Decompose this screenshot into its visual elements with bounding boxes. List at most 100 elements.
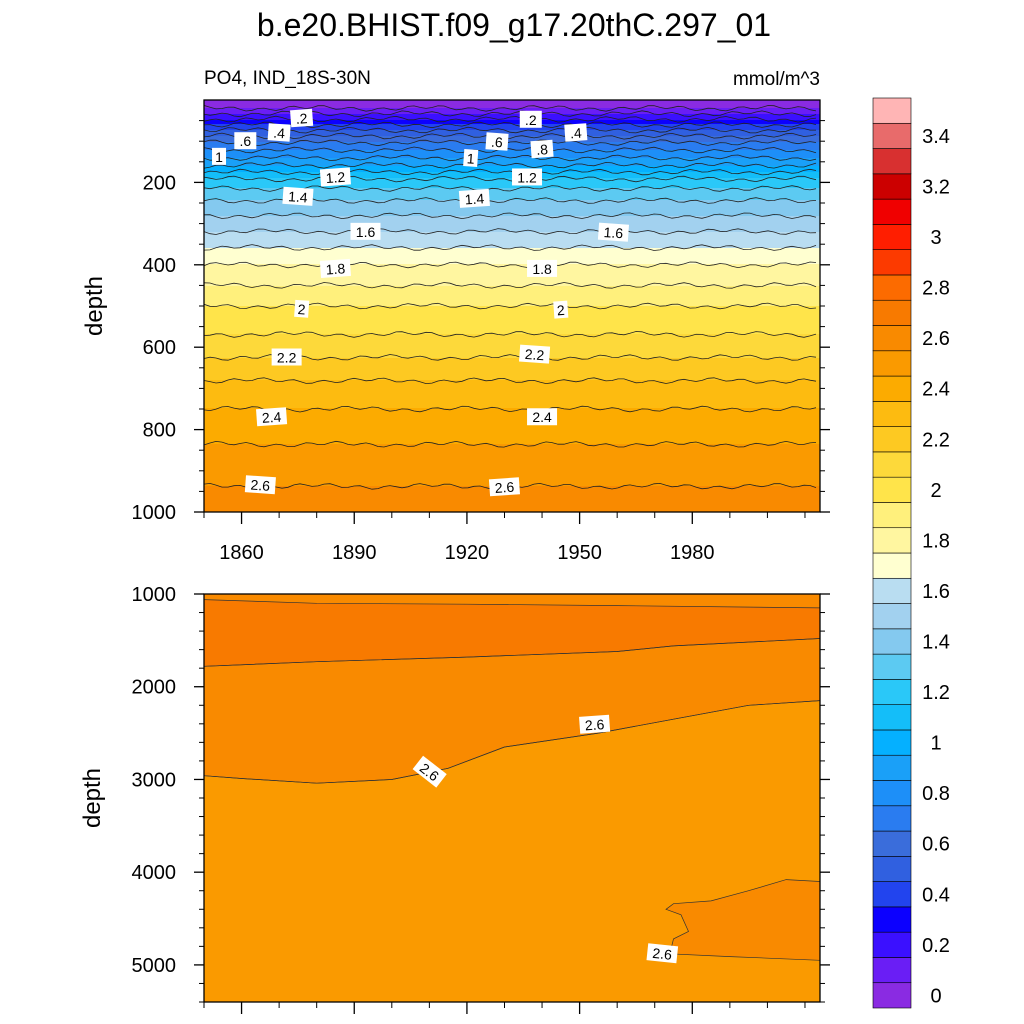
contour-fill-band (204, 334, 820, 337)
contour-label-box (519, 110, 542, 128)
contour-fill-band (204, 158, 820, 161)
contour-line (204, 105, 817, 112)
contour-fill-band (204, 324, 820, 327)
contour-line (204, 154, 817, 162)
contour-fill-band (204, 414, 820, 417)
contour-line (204, 121, 817, 129)
colorbar-swatch (872, 628, 912, 655)
colorbar-swatch (872, 957, 912, 984)
contour-fill-band (204, 214, 820, 217)
contour-fill-band (204, 460, 820, 463)
colorbar-swatch (872, 451, 912, 478)
contour-fill-band (204, 504, 820, 507)
contour-line (204, 175, 817, 183)
contour-fill-band (204, 136, 820, 139)
contour-label-box (319, 258, 351, 278)
contour-fill-band (204, 236, 820, 239)
contour-line (204, 638, 820, 667)
contour-fill-band (204, 282, 820, 285)
contour-fill-band (204, 276, 820, 279)
contour-label-text: .2 (525, 112, 537, 128)
contour-fill-band (204, 284, 820, 287)
colorbar-swatch (872, 122, 912, 149)
contour-region (666, 879, 820, 961)
contour-fill-band (204, 240, 820, 243)
upper-y-tick-label: 600 (143, 337, 176, 359)
contour-label-text: 1.4 (288, 188, 309, 205)
contour-fill-band (204, 370, 820, 373)
contour-label-box (463, 149, 479, 167)
contour-label-box (553, 300, 569, 319)
contour-fill-band (204, 454, 820, 457)
colorbar-tick-label: 2.4 (922, 379, 950, 401)
contour-fill-band (204, 150, 820, 153)
contour-label-text: 1.8 (532, 261, 552, 277)
contour-line (204, 126, 816, 134)
contour-fill-band (204, 424, 820, 427)
contour-fill-band (204, 122, 820, 125)
contour-fill-band (204, 342, 820, 345)
contour-label-box (579, 714, 611, 734)
lower-y-axis-title: depth (79, 768, 106, 828)
contour-line (204, 354, 817, 361)
contour-label-text: 1.2 (325, 169, 346, 186)
contour-line (204, 440, 817, 448)
contour-fill-band (204, 280, 820, 283)
colorbar-tick-label: 0.8 (922, 783, 950, 805)
contour-fill-band (204, 232, 820, 235)
contour-label: 2.6 (488, 477, 521, 497)
contour-fill-band (204, 294, 820, 297)
contour-label-text: 1.8 (325, 260, 346, 277)
contour-fill-band (204, 258, 820, 261)
contour-line (204, 700, 820, 784)
contour-fill-band (204, 346, 820, 349)
contour-fill-band (204, 464, 820, 467)
contour-label: 1.8 (527, 259, 558, 277)
contour-fill-band (204, 260, 820, 263)
contour-fill-band (204, 404, 820, 407)
contour-fill-band (204, 338, 820, 341)
colorbar-swatch (872, 780, 912, 807)
contour-fill-band (204, 228, 820, 231)
contour-region (204, 638, 820, 784)
contour-fill-band (204, 242, 820, 245)
contour-label: 1.2 (319, 167, 351, 187)
contour-fill-band (204, 196, 820, 199)
contour-label-box (350, 222, 381, 240)
contour-fill-band (204, 340, 820, 343)
contour-fill-band (204, 128, 820, 131)
upper-contour-panel: .2 .2 .4 .4 .6 .6 .8 1 1 1.2 1.2 1.4 1.4 1.6 1.6 1.8 1.8… (81, 99, 830, 524)
contour-label: 2 (553, 300, 569, 319)
contour-fill-band (204, 308, 820, 311)
contour-fill-band (204, 168, 820, 171)
contour-label-text: 2.4 (532, 409, 552, 425)
contour-fill-band (204, 328, 820, 331)
colorbar-swatch (872, 603, 912, 630)
contour-fill-band (204, 398, 820, 401)
contour-label-text: .4 (569, 125, 582, 142)
colorbar-swatch (872, 881, 912, 908)
contour-fill-band (204, 290, 820, 293)
colorbar-swatch (872, 704, 912, 731)
contour-label-text: 2 (297, 301, 306, 318)
upper-y-tick-label: 400 (143, 255, 176, 277)
contour-fill-band (204, 456, 820, 459)
contour-fill-band (204, 372, 820, 375)
contour-line (204, 377, 817, 385)
contour-label-box (267, 123, 291, 142)
contour-label-box (597, 222, 630, 242)
contour-label: 1.6 (597, 222, 630, 242)
contour-fill-band (204, 144, 820, 147)
contour-fill-band (204, 382, 820, 385)
contour-label-text: 2.2 (524, 346, 545, 363)
colorbar-swatch (872, 224, 912, 250)
colorbar-swatch (872, 805, 912, 832)
contour-region (204, 599, 820, 667)
contour-label-text: 1 (215, 149, 223, 165)
contour-line (204, 132, 817, 140)
contour-fill-band (204, 296, 820, 299)
contour-fill-band (204, 266, 820, 269)
contour-label-box (646, 943, 679, 964)
contour-fill-band (204, 234, 820, 237)
